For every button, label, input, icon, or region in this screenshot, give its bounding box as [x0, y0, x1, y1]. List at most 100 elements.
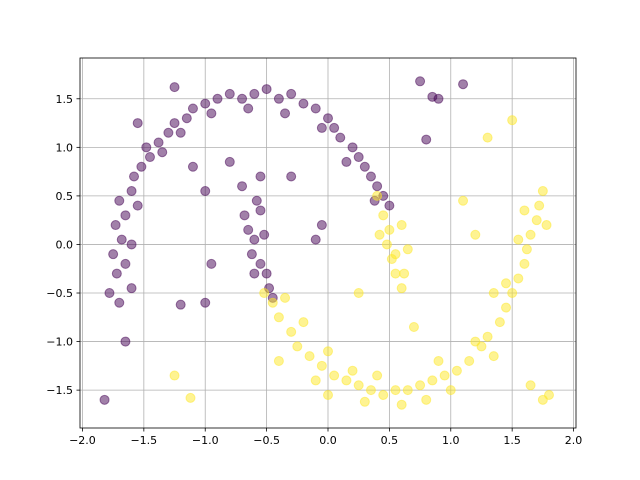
point: [224, 88, 235, 99]
point: [470, 229, 481, 240]
point: [488, 351, 499, 362]
point: [359, 161, 370, 172]
point: [316, 122, 327, 133]
point: [525, 380, 536, 391]
point: [224, 156, 235, 167]
point: [206, 258, 217, 269]
point: [169, 118, 180, 129]
point: [396, 283, 407, 294]
point: [246, 249, 257, 260]
point: [243, 103, 254, 114]
x-tick-label: −2.0: [69, 434, 96, 447]
point: [304, 351, 315, 362]
point: [396, 399, 407, 410]
point: [136, 161, 147, 172]
point: [323, 389, 333, 400]
point: [323, 113, 333, 124]
point: [537, 394, 548, 405]
point: [365, 385, 376, 396]
point: [519, 258, 530, 269]
point: [116, 234, 127, 245]
point: [114, 297, 125, 308]
point: [513, 234, 524, 245]
point: [310, 103, 321, 114]
point: [390, 268, 401, 279]
point: [501, 302, 512, 313]
point: [390, 249, 401, 260]
point: [513, 273, 524, 284]
point: [280, 108, 291, 119]
y-tick-label: 1.0: [56, 141, 74, 154]
point: [353, 288, 364, 299]
point: [390, 385, 401, 396]
point: [273, 93, 284, 104]
point: [415, 380, 426, 391]
point: [286, 88, 297, 99]
point: [534, 200, 545, 211]
point: [501, 278, 512, 289]
x-tick-label: 1.5: [503, 434, 521, 447]
point: [353, 152, 364, 163]
point: [126, 186, 137, 197]
point: [255, 205, 266, 216]
x-tick-label: 2.0: [565, 434, 583, 447]
point: [537, 186, 548, 197]
point: [399, 268, 410, 279]
point: [114, 195, 125, 206]
ticks-layer: −2.0 −1.5 −1.0 −0.5 0.0 0.5 1.0 1.5 2.0 −1.5 −1.0 −…: [46, 93, 582, 447]
point: [261, 84, 272, 95]
x-tick-label: 0.0: [319, 434, 337, 447]
point: [251, 195, 262, 206]
point: [521, 244, 532, 255]
point: [200, 98, 211, 109]
point: [111, 268, 122, 279]
point: [286, 326, 297, 337]
point: [237, 93, 248, 104]
point: [239, 210, 250, 221]
point: [249, 234, 260, 245]
point: [531, 215, 542, 226]
point: [261, 268, 272, 279]
point: [341, 156, 352, 167]
point: [347, 365, 358, 376]
y-tick-label: 0.5: [56, 190, 74, 203]
point: [200, 297, 211, 308]
point: [415, 76, 426, 87]
point: [316, 220, 327, 231]
y-tick-label: −1.0: [46, 336, 73, 349]
point: [341, 375, 352, 386]
point: [120, 336, 131, 347]
point: [206, 108, 217, 119]
point: [200, 186, 211, 197]
point: [427, 375, 438, 386]
x-tick-label: 0.5: [381, 434, 399, 447]
y-tick-label: −1.5: [46, 384, 73, 397]
points-layer: [99, 76, 554, 410]
x-tick-label: 1.0: [442, 434, 460, 447]
point: [187, 103, 198, 114]
point: [359, 396, 370, 407]
point: [525, 229, 536, 240]
point: [129, 171, 140, 182]
point: [141, 142, 152, 153]
point: [153, 137, 164, 148]
x-tick-label: −0.5: [253, 434, 280, 447]
point: [144, 152, 155, 163]
point: [132, 200, 143, 211]
point: [323, 346, 333, 357]
point: [335, 132, 346, 143]
y-tick-label: −0.5: [46, 287, 73, 300]
point: [470, 336, 481, 347]
point: [298, 317, 309, 328]
point: [286, 171, 297, 182]
y-tick-label: 0.0: [56, 238, 74, 251]
point: [126, 239, 137, 250]
y-tick-label: 1.5: [56, 93, 74, 106]
point: [316, 360, 327, 371]
x-tick-label: −1.0: [192, 434, 219, 447]
point: [541, 220, 552, 231]
point: [451, 365, 462, 376]
point: [482, 132, 493, 143]
point: [163, 127, 174, 138]
